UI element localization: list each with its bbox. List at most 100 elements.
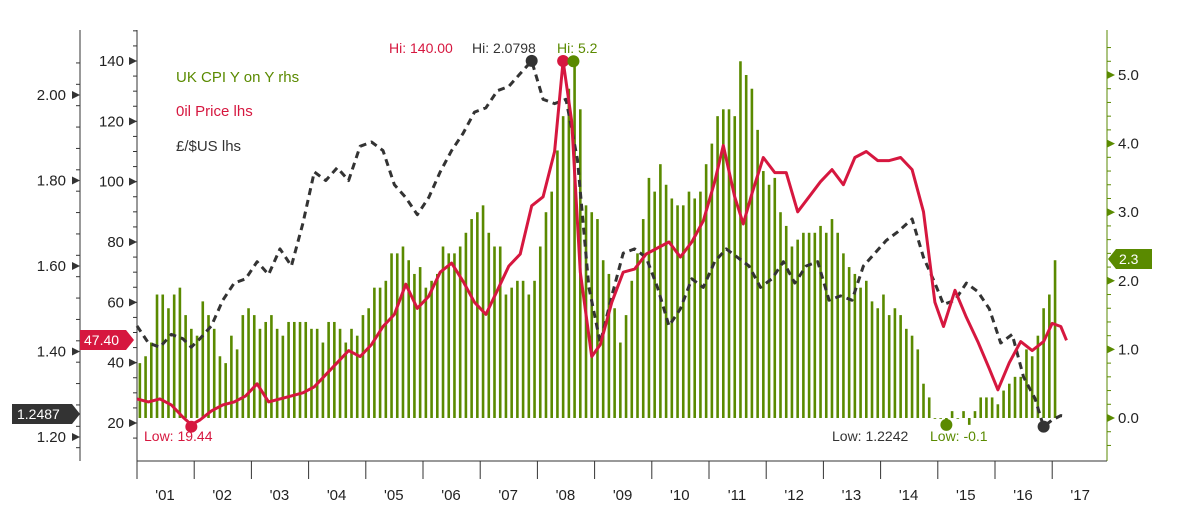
cpi-bar <box>836 232 839 418</box>
cpi-bar <box>716 116 719 418</box>
cpi-bar <box>779 212 782 418</box>
x-tick-label: '12 <box>784 487 804 504</box>
annotations: Hi: 140.00 Hi: 2.0798 Hi: 5.2 Low: 19.44… <box>144 40 988 444</box>
cpi-bar <box>298 321 302 418</box>
cpi-bar <box>807 232 811 418</box>
gbp-tick-label: 1.20 <box>37 429 66 446</box>
cpi-bar <box>784 225 788 418</box>
oil-tick-label: 100 <box>99 174 124 191</box>
cpi-bar <box>453 253 456 418</box>
cpi-bar <box>641 219 645 418</box>
cpi-bar <box>556 150 559 418</box>
cpi-bar <box>1025 349 1028 418</box>
cpi-bar <box>762 171 765 418</box>
cpi-last-value: 2.3 <box>1119 251 1139 267</box>
x-tick-label: '10 <box>670 487 690 504</box>
cpi-bar <box>573 61 576 418</box>
cpi-bar <box>847 267 851 418</box>
cpi-bar <box>533 280 536 418</box>
cpi-bar <box>973 411 977 418</box>
gbp-low-label: Low: 1.2242 <box>832 428 908 444</box>
cpi-hi-label: Hi: 5.2 <box>557 40 598 56</box>
cpi-bar <box>739 61 742 418</box>
cpi-bar <box>538 246 542 418</box>
cpi-bar <box>613 308 616 418</box>
oil-line <box>136 59 1068 427</box>
cpi-bar <box>550 191 553 418</box>
cpi-bar <box>853 273 857 418</box>
cpi-bar <box>401 246 405 418</box>
cpi-bar <box>956 418 960 419</box>
cpi-bar <box>670 198 674 418</box>
cpi-bar <box>275 328 279 418</box>
cpi-bar <box>441 246 445 418</box>
cpi-bar <box>773 177 777 418</box>
cpi-bar <box>287 321 290 418</box>
gbp-tick-arrow <box>72 262 80 270</box>
cpi-bar <box>544 212 548 418</box>
x-tick-label: '13 <box>842 487 862 504</box>
gbp-tick-arrow <box>72 433 80 441</box>
cpi-bar <box>842 253 845 418</box>
cpi-bar <box>630 280 634 418</box>
cpi-bar <box>207 315 210 418</box>
cpi-bar <box>596 219 599 418</box>
oil-hi-marker <box>557 55 570 67</box>
x-tick-label: '16 <box>1013 487 1033 504</box>
cpi-bar <box>687 191 691 418</box>
cpi-bar <box>464 232 468 418</box>
cpi-bar <box>647 177 651 418</box>
cpi-bar <box>1002 390 1005 418</box>
cpi-bar <box>470 219 473 418</box>
cpi-bar <box>390 253 393 418</box>
gbp-tick-arrow <box>72 176 80 185</box>
oil-low-label: Low: 19.44 <box>144 428 213 444</box>
cpi-bar <box>1030 356 1034 418</box>
gbp-tick-label: 1.40 <box>37 344 66 361</box>
legend-label-oil: 0il Price lhs <box>176 103 253 120</box>
axes: 1.20 1.40 1.60 1.80 2.00 20 40 60 80 100 120 140 0.0… <box>37 30 1139 504</box>
cpi-bar <box>487 232 491 418</box>
cpi-bar <box>167 308 170 418</box>
cpi-bar <box>230 335 233 418</box>
cpi-bar <box>824 232 828 418</box>
oil-hi-label: Hi: 140.00 <box>389 40 453 56</box>
oil-tick-label: 40 <box>107 355 124 372</box>
cpi-bar <box>813 232 817 418</box>
oil-tick-label: 20 <box>107 415 124 432</box>
cpi-bar <box>922 383 925 418</box>
cpi-bar <box>985 397 988 418</box>
cpi-bar <box>293 321 296 418</box>
cpi-bar <box>607 273 611 418</box>
oil-low-marker <box>185 420 198 433</box>
cpi-low-marker <box>940 418 953 431</box>
cpi-bar <box>962 411 965 418</box>
cpi-bar <box>893 308 897 418</box>
gbp-low-marker <box>1037 420 1050 433</box>
cpi-bar <box>527 294 531 418</box>
cpi-bar <box>201 301 205 418</box>
extreme-markers <box>185 54 1050 433</box>
cpi-bar <box>567 88 571 418</box>
cpi-bar <box>350 328 353 418</box>
cpi-bar <box>521 280 525 418</box>
x-tick-label: '09 <box>613 487 633 504</box>
cpi-bar <box>333 321 336 418</box>
x-tick-label: '06 <box>441 487 461 504</box>
cpi-bar <box>355 335 359 418</box>
cpi-bar <box>790 246 794 418</box>
cpi-bar <box>636 253 639 418</box>
cpi-bar <box>476 212 479 418</box>
last-value-badges: 47.40 1.2487 2.3 <box>12 249 1152 424</box>
gbp-last-badge: 1.2487 <box>12 404 80 424</box>
cpi-bar <box>996 404 1000 418</box>
x-tick-label: '05 <box>384 487 404 504</box>
cpi-bar <box>315 328 319 418</box>
x-tick-label: '11 <box>728 487 746 504</box>
cpi-bar <box>664 184 668 418</box>
cpi-bar <box>659 164 662 418</box>
cpi-bar <box>304 321 308 418</box>
cpi-bar <box>155 294 159 418</box>
cpi-bar <box>876 308 880 418</box>
cpi-bar <box>407 260 410 418</box>
